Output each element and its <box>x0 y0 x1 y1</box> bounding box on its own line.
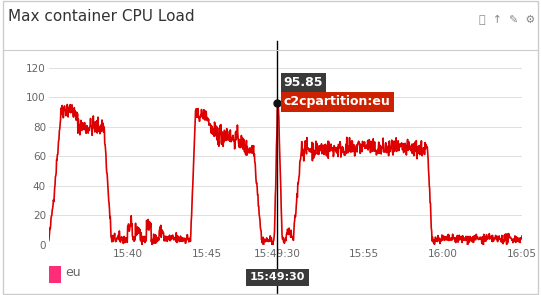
Text: Max container CPU Load: Max container CPU Load <box>8 9 195 24</box>
Text: eu: eu <box>65 266 81 279</box>
Text: 95.85: 95.85 <box>284 76 324 89</box>
Text: c2cpartition:eu: c2cpartition:eu <box>284 96 391 109</box>
Text: 15:49:30: 15:49:30 <box>250 272 305 282</box>
Text: ⛶  ↑  ✎  ⚙: ⛶ ↑ ✎ ⚙ <box>479 15 535 25</box>
